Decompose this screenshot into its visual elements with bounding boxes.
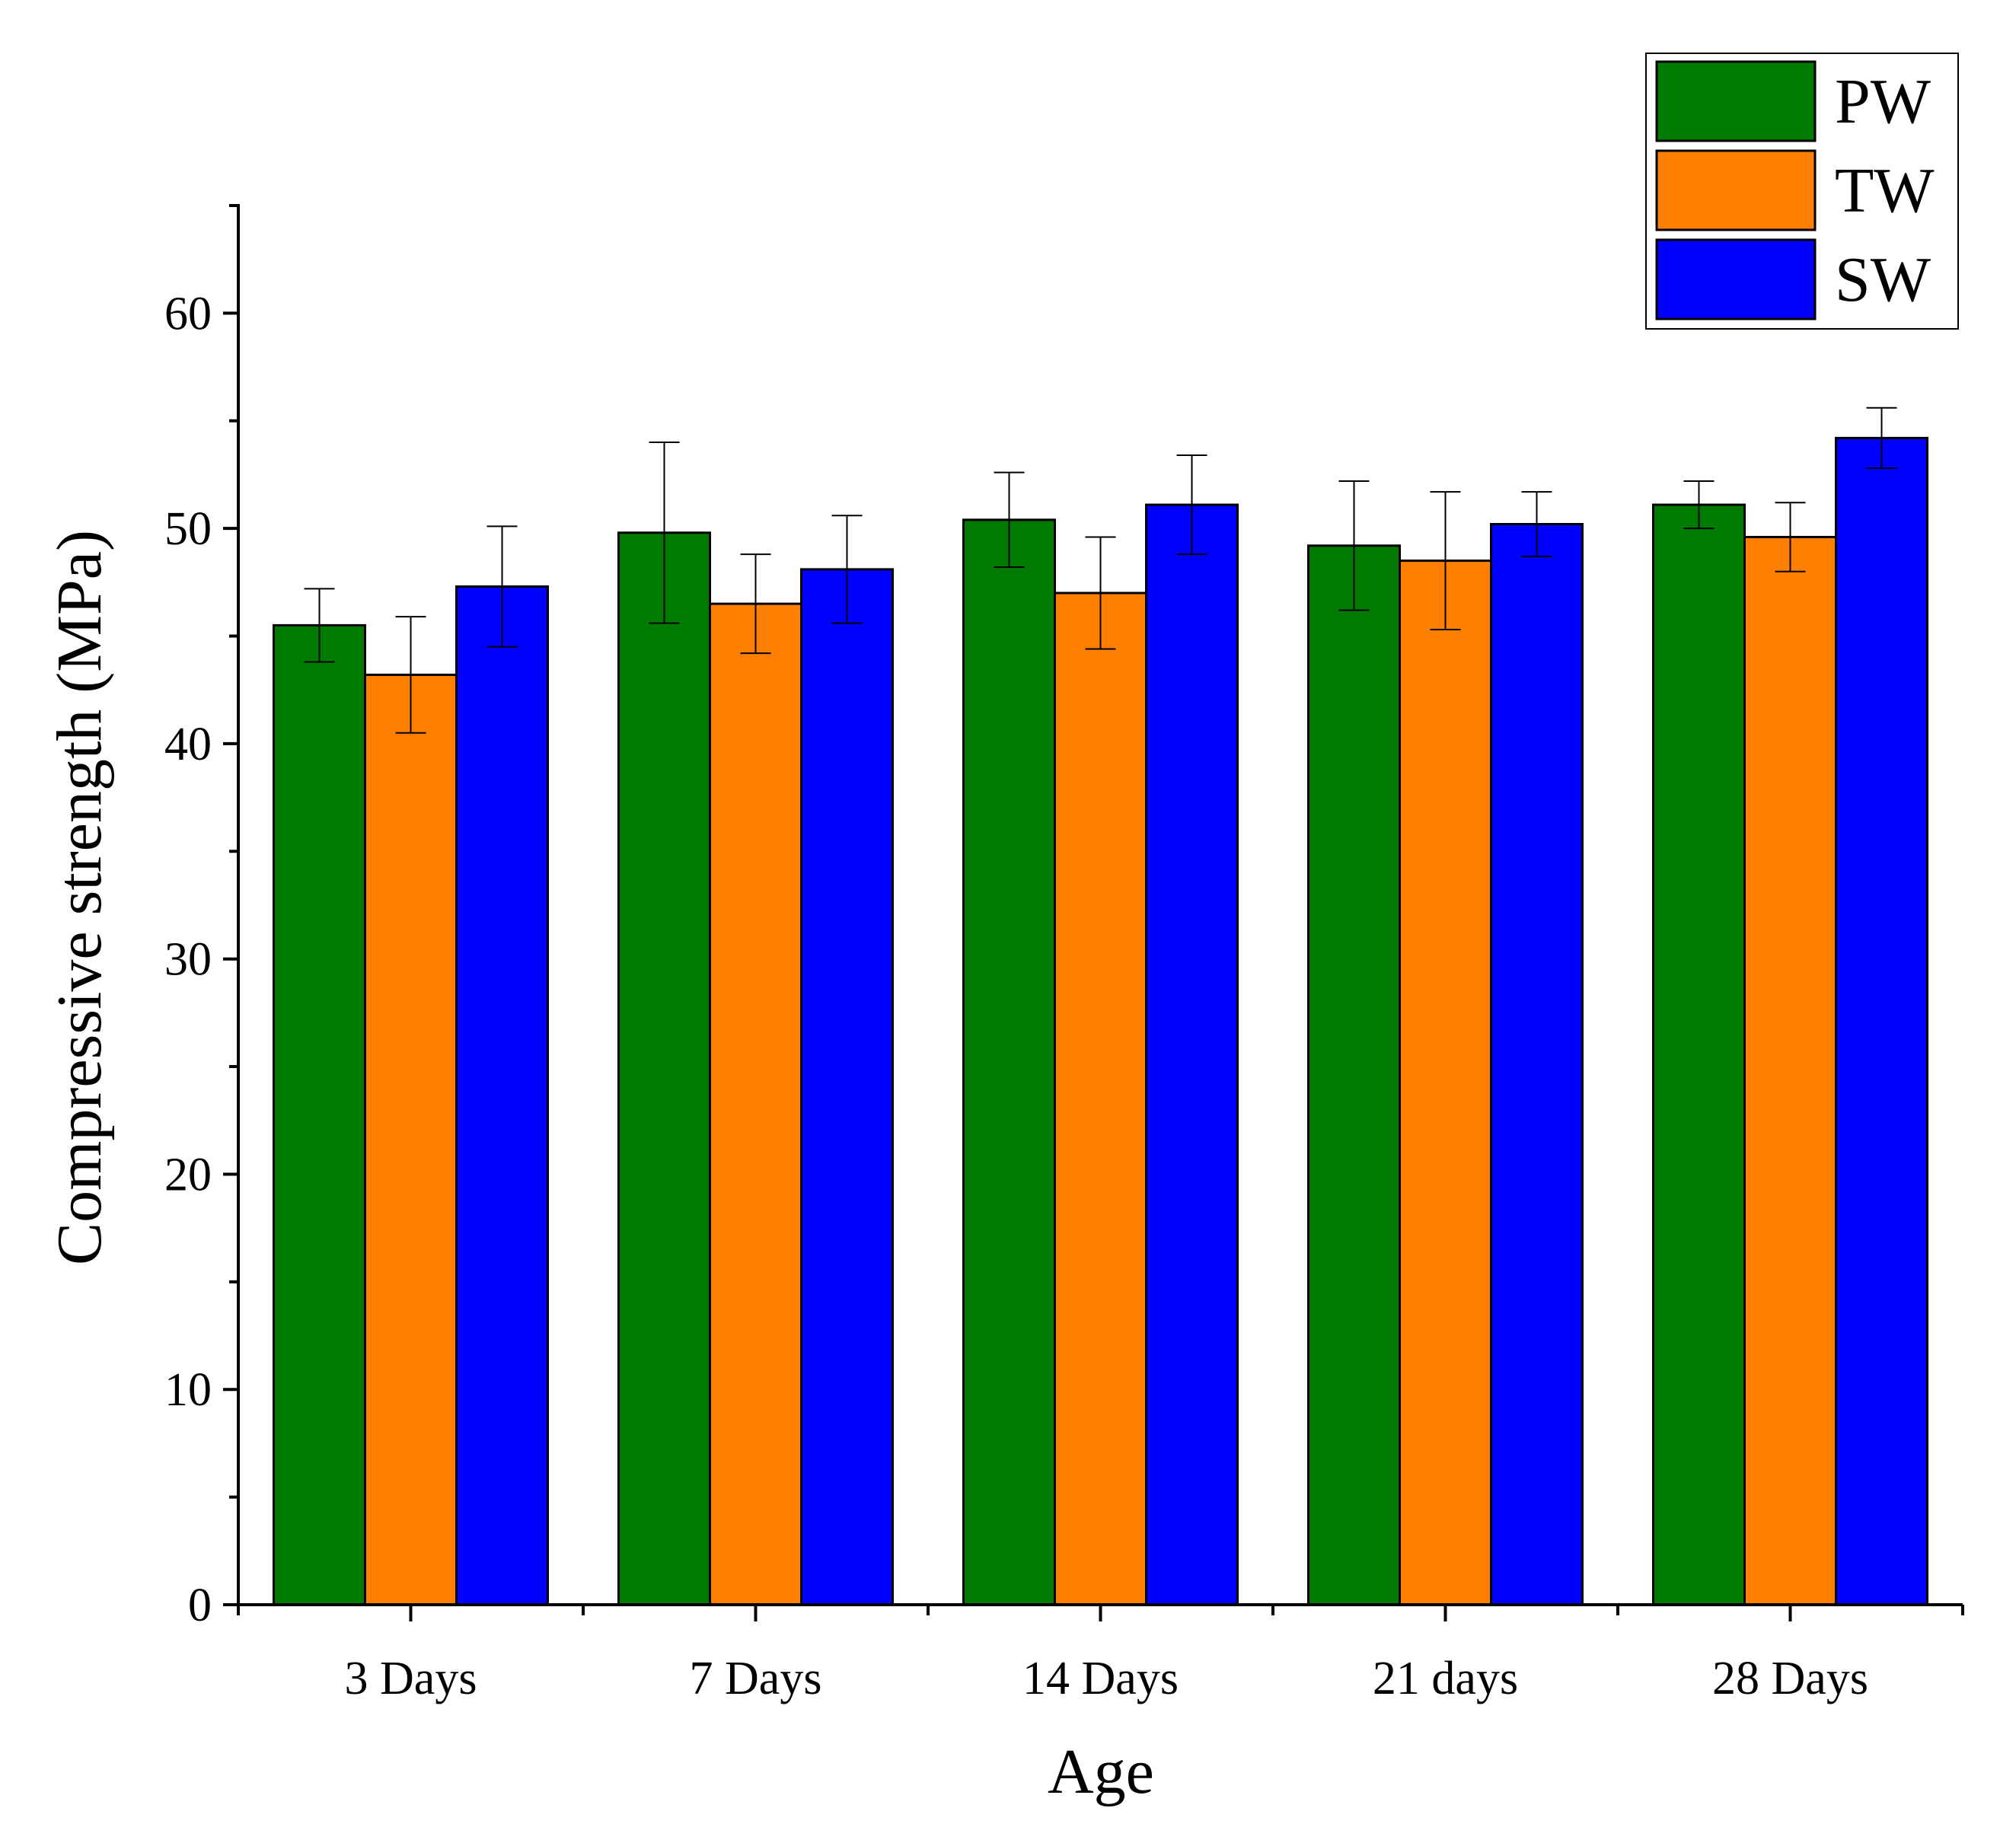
- error-bar-tw-4: [1430, 491, 1461, 631]
- bar-tw-1: [364, 673, 458, 1606]
- x-tick-label: 21 days: [1373, 1653, 1518, 1704]
- y-tick-label: 60: [164, 288, 212, 340]
- bar-tw-5: [1743, 535, 1837, 1606]
- error-bars-layer: [304, 407, 1897, 734]
- ticks-layer: 0 10 20 30 40 50 60 3 Days 7 Days 14 Days 21 days 2…: [164, 204, 1964, 1704]
- error-bar-tw-2: [740, 553, 771, 655]
- error-bar-sw-3: [1176, 454, 1207, 556]
- bar-pw-5: [1652, 503, 1746, 1606]
- x-axis-title: Age: [1048, 1736, 1154, 1807]
- bar-pw-4: [1307, 544, 1401, 1606]
- y-tick-label: 40: [164, 719, 212, 770]
- bar-tw-3: [1054, 591, 1147, 1606]
- error-bar-pw-3: [994, 471, 1025, 569]
- x-tick-label: 7 Days: [690, 1653, 822, 1704]
- bar-pw-3: [962, 518, 1056, 1606]
- error-bar-pw-1: [304, 588, 335, 663]
- error-bar-sw-5: [1866, 407, 1897, 469]
- y-tick-label: 0: [188, 1580, 212, 1631]
- legend-swatch: [1655, 60, 1817, 142]
- legend-label: PW: [1835, 66, 1931, 137]
- y-tick-label: 10: [164, 1364, 212, 1416]
- legend-swatch: [1655, 238, 1817, 320]
- bar-sw-5: [1835, 436, 1928, 1606]
- bar-sw-3: [1145, 503, 1239, 1606]
- bar-tw-2: [709, 602, 802, 1606]
- x-tick-label: 28 Days: [1712, 1653, 1868, 1704]
- y-axis-title: Compressive strength (MPa): [44, 530, 115, 1265]
- legend-item-sw: SW: [1655, 238, 1931, 320]
- error-bar-pw-4: [1338, 480, 1370, 611]
- bar-sw-1: [455, 585, 549, 1606]
- x-tick-label: 14 Days: [1022, 1653, 1179, 1704]
- bar-sw-4: [1490, 522, 1584, 1606]
- bar-sw-2: [800, 568, 894, 1606]
- y-tick-label: 50: [164, 503, 212, 555]
- error-bar-pw-2: [649, 442, 680, 624]
- legend-item-pw: PW: [1655, 60, 1931, 142]
- error-bar-sw-1: [486, 525, 518, 648]
- legend-label: SW: [1835, 244, 1931, 315]
- error-bar-tw-3: [1085, 536, 1116, 650]
- legend-swatch: [1655, 149, 1817, 231]
- bar-tw-4: [1399, 560, 1492, 1606]
- bars-layer: [273, 436, 1928, 1606]
- error-bar-pw-5: [1683, 480, 1715, 530]
- error-bar-sw-2: [831, 515, 863, 624]
- bar-pw-1: [273, 623, 366, 1606]
- legend-item-tw: TW: [1655, 149, 1935, 231]
- error-bar-tw-5: [1775, 502, 1806, 572]
- y-tick-label: 20: [164, 1149, 212, 1200]
- error-bar-sw-4: [1521, 491, 1552, 557]
- bar-pw-2: [617, 531, 711, 1606]
- y-tick-label: 30: [164, 934, 212, 986]
- error-bar-tw-1: [395, 616, 426, 734]
- legend: PW TW SW: [1645, 53, 1959, 330]
- legend-label: TW: [1835, 155, 1935, 226]
- x-tick-label: 3 Days: [345, 1653, 477, 1704]
